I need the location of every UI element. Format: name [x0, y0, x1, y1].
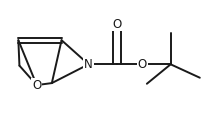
Text: O: O	[138, 58, 147, 71]
Text: O: O	[32, 79, 41, 92]
Text: N: N	[84, 58, 93, 71]
Text: O: O	[112, 18, 121, 31]
